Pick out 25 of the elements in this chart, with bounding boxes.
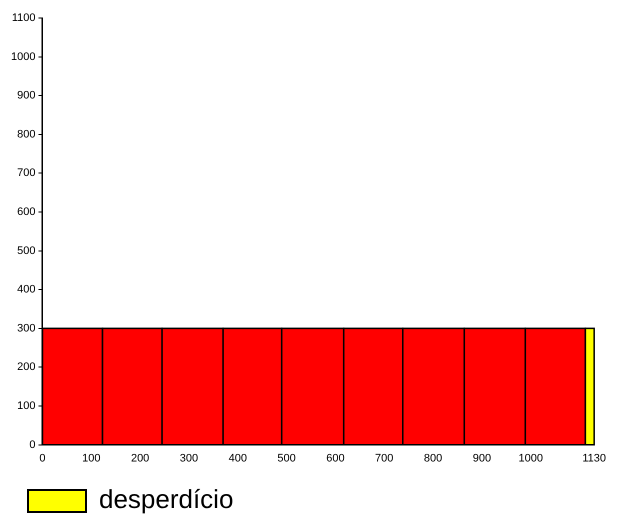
y-tick-label: 200 bbox=[17, 361, 36, 374]
y-tick-label: 500 bbox=[17, 244, 36, 257]
y-tick-label: 700 bbox=[17, 167, 36, 180]
x-tick-label: 900 bbox=[472, 452, 492, 464]
y-tick-label: 0 bbox=[29, 438, 36, 451]
y-tick-label: 800 bbox=[17, 128, 36, 140]
y-tick-label: 400 bbox=[17, 284, 36, 296]
y-tick-label: 600 bbox=[17, 206, 36, 218]
x-tick-label: 300 bbox=[180, 452, 198, 464]
x-tick-label: 0 bbox=[39, 452, 46, 464]
x-tick-label: 700 bbox=[375, 452, 394, 464]
x-tick-label: 100 bbox=[82, 452, 100, 464]
x-tick-label: 1130 bbox=[582, 452, 606, 464]
legend-label: desperdício bbox=[99, 484, 234, 514]
x-tick-label: 500 bbox=[277, 452, 296, 464]
x-tick-label: 200 bbox=[130, 452, 150, 464]
x-tick-label: 800 bbox=[424, 452, 442, 464]
y-tick-label: 100 bbox=[17, 400, 36, 412]
x-tick-label: 600 bbox=[326, 452, 345, 464]
x-tick-label: 1000 bbox=[518, 452, 543, 464]
y-tick-label: 300 bbox=[17, 322, 36, 334]
y-tick-label: 1100 bbox=[12, 12, 36, 24]
y-tick-label: 1000 bbox=[10, 50, 36, 63]
x-tick-label: 400 bbox=[228, 452, 247, 464]
y-tick-label: 900 bbox=[17, 90, 36, 102]
